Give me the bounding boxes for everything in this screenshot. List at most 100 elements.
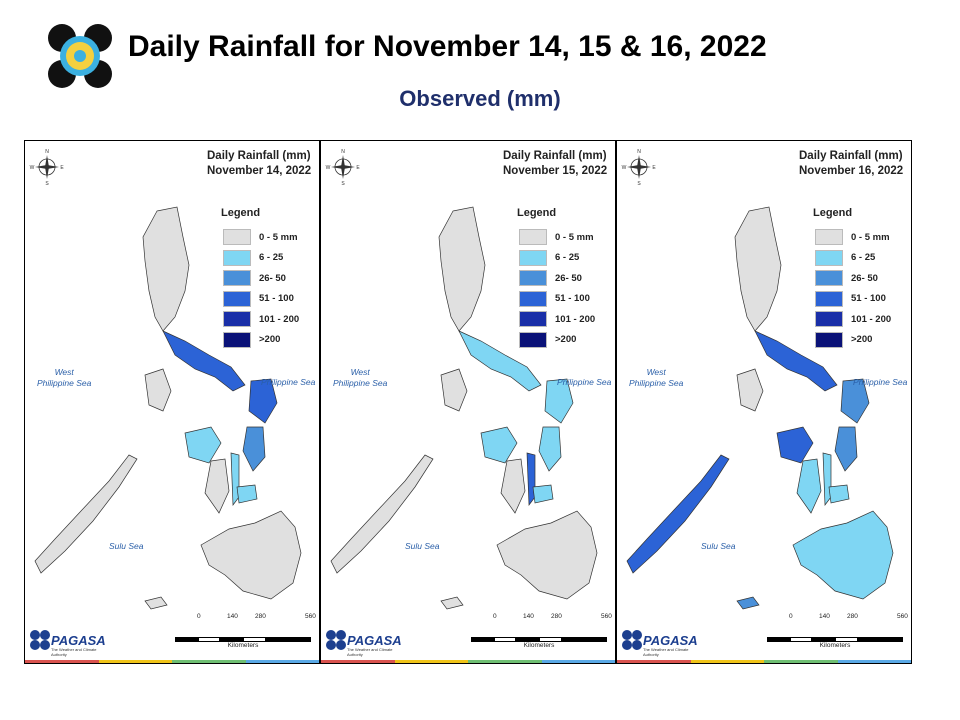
legend-swatch xyxy=(815,331,843,348)
legend-swatch xyxy=(815,311,843,328)
legend: 0 - 5 mm 6 - 25 26- 50 51 - 100 101 - 200 >20… xyxy=(815,227,891,350)
compass-rose-icon: N S W E xyxy=(622,149,657,187)
color-strip xyxy=(321,660,615,663)
legend-label: 6 - 25 xyxy=(851,252,876,264)
legend-item: 101 - 200 xyxy=(519,309,595,330)
region-cebu xyxy=(230,452,240,506)
region-mindanao xyxy=(792,510,894,600)
legend-item: 101 - 200 xyxy=(223,309,299,330)
region-luzon xyxy=(734,206,782,332)
page-title: Daily Rainfall for November 14, 15 & 16,… xyxy=(128,30,767,63)
legend-item: >200 xyxy=(815,330,891,351)
scale-unit: Kilometers xyxy=(523,642,555,649)
legend-swatch xyxy=(519,249,547,266)
region-cebu xyxy=(526,452,536,506)
region-panay xyxy=(480,426,518,464)
region-leyte xyxy=(242,426,266,472)
legend-label: 101 - 200 xyxy=(851,313,892,325)
legend-label: 26- 50 xyxy=(259,272,286,284)
legend-label: 51 - 100 xyxy=(851,293,886,305)
legend-label: 6 - 25 xyxy=(555,252,580,264)
scale-tick: 140 xyxy=(227,613,238,620)
legend-label: 101 - 200 xyxy=(259,313,300,325)
brand-name: PAGASA xyxy=(347,633,402,648)
sea-label-west: West Philippine Sea xyxy=(37,367,92,388)
region-negros xyxy=(500,458,526,514)
svg-text:W: W xyxy=(30,165,35,171)
brand-icon xyxy=(30,630,50,650)
svg-text:N: N xyxy=(637,149,641,155)
legend-label: 26- 50 xyxy=(555,272,582,284)
legend-label: >200 xyxy=(555,334,577,346)
scale-tick: 280 xyxy=(255,613,266,620)
legend-item: 101 - 200 xyxy=(815,309,891,330)
region-bicol xyxy=(754,330,838,392)
region-bohol xyxy=(828,484,850,504)
svg-text:E: E xyxy=(356,165,360,171)
region-mindanao xyxy=(200,510,302,600)
svg-text:W: W xyxy=(326,165,331,171)
region-mindanao xyxy=(496,510,598,600)
region-bicol xyxy=(162,330,246,392)
pagasa-brand: PAGASA The Weather and Climate Authority xyxy=(29,623,107,657)
legend-item: 26- 50 xyxy=(223,268,299,289)
panel-heading: Daily Rainfall (mm) xyxy=(799,150,903,162)
region-leyte xyxy=(538,426,562,472)
legend-swatch xyxy=(223,249,251,266)
scale-unit: Kilometers xyxy=(227,642,259,649)
scale-tick: 140 xyxy=(819,613,830,620)
brand-tagline: The Weather and Climate Authority xyxy=(643,647,689,657)
legend-label: 26- 50 xyxy=(851,272,878,284)
scale-tick: 140 xyxy=(523,613,534,620)
legend-label: 51 - 100 xyxy=(259,293,294,305)
legend-label: 6 - 25 xyxy=(259,252,284,264)
scale-tick: 280 xyxy=(551,613,562,620)
legend-swatch xyxy=(223,331,251,348)
scale-tick: 0 xyxy=(493,613,497,620)
map-panel-nov15: N S W E Daily Rainfall (mm) November 15, 202… xyxy=(320,140,616,664)
pagasa-brand: PAGASA The Weather and Climate Authority xyxy=(621,623,699,657)
scale-tick: 0 xyxy=(789,613,793,620)
sea-label-west: West Philippine Sea xyxy=(629,367,684,388)
region-cebu xyxy=(822,452,832,506)
legend-label: 0 - 5 mm xyxy=(555,231,594,243)
legend-swatch xyxy=(223,229,251,246)
pagasa-seal-logo xyxy=(48,24,112,88)
region-bohol xyxy=(236,484,258,504)
scale-tick: 560 xyxy=(601,613,612,620)
legend-item: 6 - 25 xyxy=(519,248,595,269)
legend-item: 0 - 5 mm xyxy=(815,227,891,248)
legend: 0 - 5 mm 6 - 25 26- 50 51 - 100 101 - 200 >20… xyxy=(223,227,299,350)
svg-text:E: E xyxy=(60,165,64,171)
scale-bar: 0 140 280 560 Kilometers xyxy=(471,613,612,649)
brand-tagline: The Weather and Climate Authority xyxy=(51,647,97,657)
legend-item: 0 - 5 mm xyxy=(519,227,595,248)
region-negros xyxy=(204,458,230,514)
panel-date: November 15, 2022 xyxy=(503,165,608,177)
legend-title: Legend xyxy=(221,207,261,219)
svg-text:N: N xyxy=(45,149,49,155)
legend-item: 26- 50 xyxy=(519,268,595,289)
brand-tagline: The Weather and Climate Authority xyxy=(347,647,393,657)
legend-item: 26- 50 xyxy=(815,268,891,289)
compass-rose-icon: N S W E xyxy=(30,149,65,187)
region-sulu xyxy=(736,596,760,610)
region-mindoro xyxy=(736,368,764,412)
legend-swatch xyxy=(815,290,843,307)
sea-label-east: Philippine Sea xyxy=(261,377,316,387)
sea-label-east: Philippine Sea xyxy=(557,377,612,387)
legend-title: Legend xyxy=(813,207,853,219)
legend-item: 0 - 5 mm xyxy=(223,227,299,248)
panel-heading: Daily Rainfall (mm) xyxy=(503,150,607,162)
region-leyte xyxy=(834,426,858,472)
legend-item: 51 - 100 xyxy=(223,289,299,310)
scale-unit: Kilometers xyxy=(819,642,851,649)
legend-swatch xyxy=(223,311,251,328)
panel-heading: Daily Rainfall (mm) xyxy=(207,150,311,162)
region-mindoro xyxy=(440,368,468,412)
legend-swatch xyxy=(223,270,251,287)
legend-item: 51 - 100 xyxy=(815,289,891,310)
legend-swatch xyxy=(519,290,547,307)
legend-swatch xyxy=(519,331,547,348)
sea-label-sulu: Sulu Sea xyxy=(405,541,440,551)
